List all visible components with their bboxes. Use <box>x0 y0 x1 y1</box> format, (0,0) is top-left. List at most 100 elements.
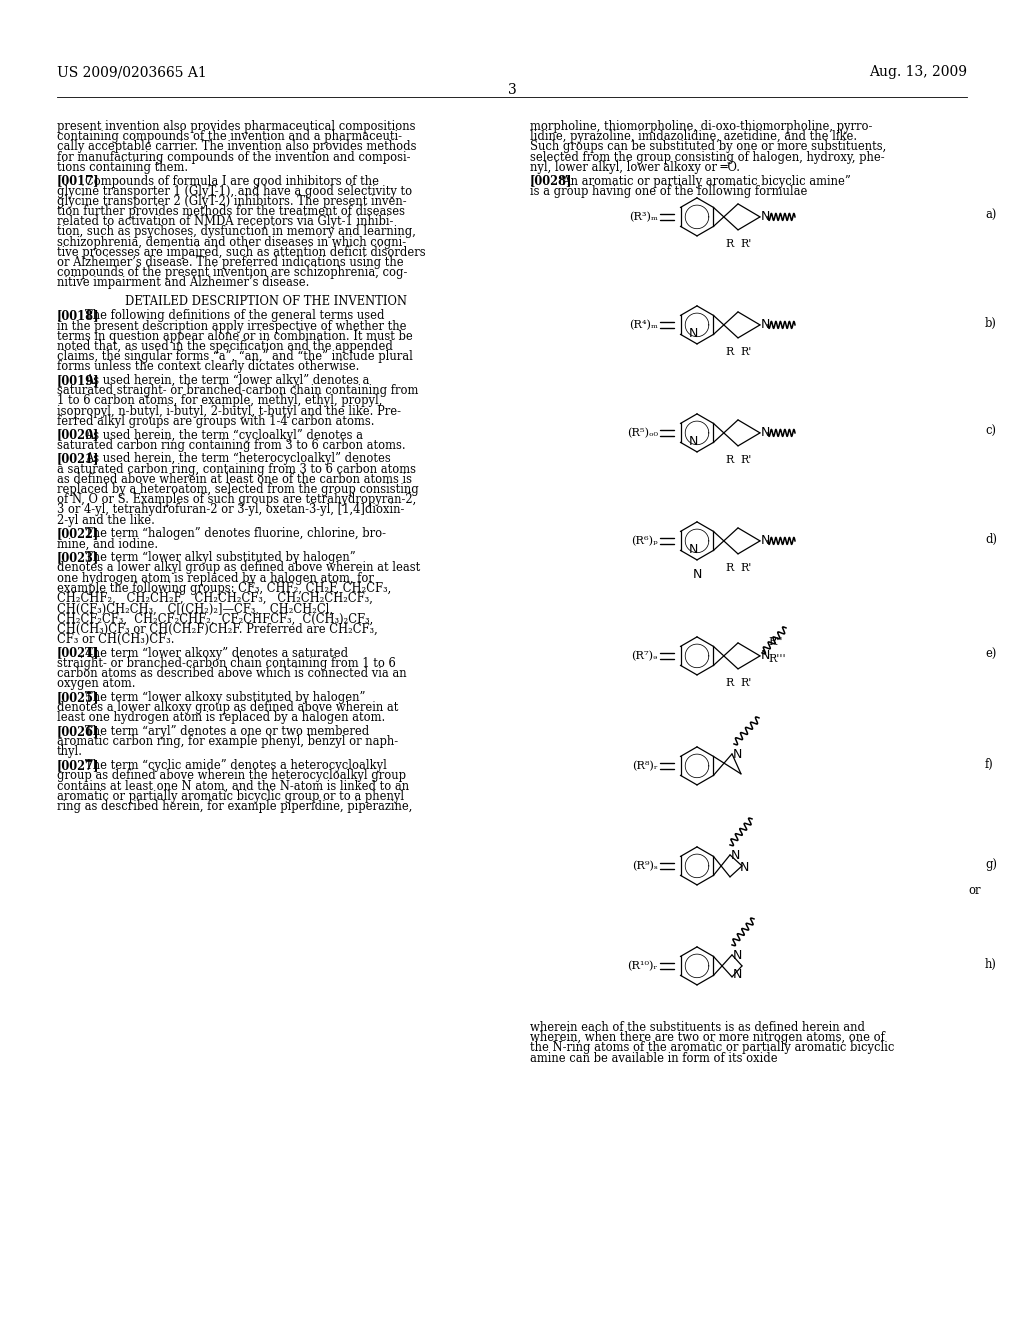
Text: N: N <box>740 862 750 874</box>
Text: cally acceptable carrier. The invention also provides methods: cally acceptable carrier. The invention … <box>57 140 417 153</box>
Text: R: R <box>726 455 734 465</box>
Text: (R⁷)ₔ: (R⁷)ₔ <box>632 651 658 661</box>
Text: [0018]: [0018] <box>57 309 99 322</box>
Text: R': R' <box>740 347 752 356</box>
Text: glycine transporter 1 (GlyT-1), and have a good selectivity to: glycine transporter 1 (GlyT-1), and have… <box>57 185 412 198</box>
Text: saturated straight- or branched-carbon chain containing from: saturated straight- or branched-carbon c… <box>57 384 419 397</box>
Text: R': R' <box>740 678 752 688</box>
Text: R: R <box>726 678 734 688</box>
Text: compounds of the present invention are schizophrenia, cog-: compounds of the present invention are s… <box>57 267 408 280</box>
Text: tion further provides methods for the treatment of diseases: tion further provides methods for the tr… <box>57 205 406 218</box>
Text: The term “lower alkoxy substituted by halogen”: The term “lower alkoxy substituted by ha… <box>85 690 365 704</box>
Text: (R⁶)ₚ: (R⁶)ₚ <box>631 536 658 546</box>
Text: N: N <box>688 543 698 556</box>
Text: The following definitions of the general terms used: The following definitions of the general… <box>85 309 384 322</box>
Text: nitive impairment and Alzheimer’s disease.: nitive impairment and Alzheimer’s diseas… <box>57 276 309 289</box>
Text: CH₂CF₂CF₃,  CH₂CF₂CHF₂,  CF₂CHFCF₃,  C(CH₃)₂CF₃,: CH₂CF₂CF₃, CH₂CF₂CHF₂, CF₂CHFCF₃, C(CH₃)… <box>57 612 374 626</box>
Text: ferred alkyl groups are groups with 1-4 carbon atoms.: ferred alkyl groups are groups with 1-4 … <box>57 414 375 428</box>
Text: isopropyl, n-butyl, i-butyl, 2-butyl, t-butyl and the like. Pre-: isopropyl, n-butyl, i-butyl, 2-butyl, t-… <box>57 405 401 417</box>
Text: related to activation of NMDA receptors via Glyt-1 inhibi-: related to activation of NMDA receptors … <box>57 215 393 228</box>
Text: The term “aryl” denotes a one or two membered: The term “aryl” denotes a one or two mem… <box>85 725 369 738</box>
Text: claims, the singular forms “a”, “an,” and “the” include plural: claims, the singular forms “a”, “an,” an… <box>57 350 413 363</box>
Text: [0017]: [0017] <box>57 174 99 187</box>
Text: the N-ring atoms of the aromatic or partially aromatic bicyclic: the N-ring atoms of the aromatic or part… <box>530 1041 894 1055</box>
Text: forms unless the context clearly dictates otherwise.: forms unless the context clearly dictate… <box>57 360 359 374</box>
Text: N: N <box>733 969 742 981</box>
Text: as defined above wherein at least one of the carbon atoms is: as defined above wherein at least one of… <box>57 473 412 486</box>
Text: [0023]: [0023] <box>57 552 99 564</box>
Text: The term “halogen” denotes fluorine, chlorine, bro-: The term “halogen” denotes fluorine, chl… <box>85 528 386 540</box>
Text: contains at least one N atom, and the N-atom is linked to an: contains at least one N atom, and the N-… <box>57 780 410 792</box>
Text: [0022]: [0022] <box>57 528 99 540</box>
Text: denotes a lower alkoxy group as defined above wherein at: denotes a lower alkoxy group as defined … <box>57 701 398 714</box>
Text: CF₃ or CH(CH₃)CF₃.: CF₃ or CH(CH₃)CF₃. <box>57 632 174 645</box>
Text: [0021]: [0021] <box>57 453 99 466</box>
Text: tions containing them.: tions containing them. <box>57 161 188 174</box>
Text: d): d) <box>985 533 997 546</box>
Text: c): c) <box>985 425 996 438</box>
Text: R': R' <box>740 562 752 573</box>
Text: amine can be available in form of its oxide: amine can be available in form of its ox… <box>530 1052 777 1064</box>
Text: h): h) <box>985 958 997 972</box>
Text: [0027]: [0027] <box>57 759 99 772</box>
Text: The term “lower alkoxy” denotes a saturated: The term “lower alkoxy” denotes a satura… <box>85 647 348 660</box>
Text: or: or <box>969 884 981 896</box>
Text: R: R <box>726 347 734 356</box>
Text: oxygen atom.: oxygen atom. <box>57 677 135 690</box>
Text: 3 or 4-yl, tetrahydrofuran-2 or 3-yl, oxetan-3-yl, [1,4]dioxin-: 3 or 4-yl, tetrahydrofuran-2 or 3-yl, ox… <box>57 503 404 516</box>
Text: example the following groups: CF₃, CHF₂, CH₂F, CH₂CF₃,: example the following groups: CF₃, CHF₂,… <box>57 582 391 595</box>
Text: R: R <box>726 562 734 573</box>
Text: replaced by a heteroatom, selected from the group consisting: replaced by a heteroatom, selected from … <box>57 483 419 496</box>
Text: N: N <box>761 318 770 331</box>
Text: [0028]: [0028] <box>530 174 572 187</box>
Text: Aug. 13, 2009: Aug. 13, 2009 <box>869 65 967 79</box>
Text: carbon atoms as described above which is connected via an: carbon atoms as described above which is… <box>57 667 407 680</box>
Text: ring as described herein, for example piperidine, piperazine,: ring as described herein, for example pi… <box>57 800 413 813</box>
Text: N: N <box>761 426 770 440</box>
Text: N: N <box>733 748 742 762</box>
Text: R: R <box>726 239 734 249</box>
Text: Compounds of formula I are good inhibitors of the: Compounds of formula I are good inhibito… <box>85 174 379 187</box>
Text: The term “lower alkyl substituted by halogen”: The term “lower alkyl substituted by hal… <box>85 552 355 564</box>
Text: one hydrogen atom is replaced by a halogen atom, for: one hydrogen atom is replaced by a halog… <box>57 572 374 585</box>
Text: morpholine, thiomorpholine, di-oxo-thiomorpholine, pyrro-: morpholine, thiomorpholine, di-oxo-thiom… <box>530 120 872 133</box>
Text: [0025]: [0025] <box>57 690 99 704</box>
Text: saturated carbon ring containing from 3 to 6 carbon atoms.: saturated carbon ring containing from 3 … <box>57 438 406 451</box>
Text: wherein, when there are two or more nitrogen atoms, one of: wherein, when there are two or more nitr… <box>530 1031 885 1044</box>
Text: The term “cyclic amide” denotes a heterocycloalkyl: The term “cyclic amide” denotes a hetero… <box>85 759 386 772</box>
Text: containing compounds of the invention and a pharmaceuti-: containing compounds of the invention an… <box>57 131 402 143</box>
Text: 2-yl and the like.: 2-yl and the like. <box>57 513 155 527</box>
Text: (R⁵)ₒ₀: (R⁵)ₒ₀ <box>627 428 658 438</box>
Text: aromatic carbon ring, for example phenyl, benzyl or naph-: aromatic carbon ring, for example phenyl… <box>57 735 398 748</box>
Text: tion, such as psychoses, dysfunction in memory and learning,: tion, such as psychoses, dysfunction in … <box>57 226 416 239</box>
Text: terms in question appear alone or in combination. It must be: terms in question appear alone or in com… <box>57 330 413 343</box>
Text: thyl.: thyl. <box>57 746 83 759</box>
Text: (R⁹)ₛ: (R⁹)ₛ <box>632 861 658 871</box>
Text: R': R' <box>740 455 752 465</box>
Text: nyl, lower alkyl, lower alkoxy or ═O.: nyl, lower alkyl, lower alkoxy or ═O. <box>530 161 740 174</box>
Text: R''': R''' <box>768 653 785 664</box>
Text: (R⁸)ᵣ: (R⁸)ᵣ <box>632 760 658 771</box>
Text: Such groups can be substituted by one or more substituents,: Such groups can be substituted by one or… <box>530 140 886 153</box>
Text: (R⁴)ₘ: (R⁴)ₘ <box>629 319 658 330</box>
Text: CH(CH₃)CF₃ or CH(CH₂F)CH₂F. Preferred are CH₂CF₃,: CH(CH₃)CF₃ or CH(CH₂F)CH₂F. Preferred ar… <box>57 623 378 636</box>
Text: wherein each of the substituents is as defined herein and: wherein each of the substituents is as d… <box>530 1020 865 1034</box>
Text: (R³)ₘ: (R³)ₘ <box>629 211 658 222</box>
Text: present invention also provides pharmaceutical compositions: present invention also provides pharmace… <box>57 120 416 133</box>
Text: N: N <box>731 849 740 862</box>
Text: in the present description apply irrespective of whether the: in the present description apply irrespe… <box>57 319 407 333</box>
Text: N: N <box>733 949 742 962</box>
Text: CH₂CHF₂,   CH₂CH₂F,   CH₂CH₂CF₃,   CH₂CH₂CH₂CF₃,: CH₂CHF₂, CH₂CH₂F, CH₂CH₂CF₃, CH₂CH₂CH₂CF… <box>57 593 373 605</box>
Text: [0026]: [0026] <box>57 725 99 738</box>
Text: of N, O or S. Examples of such groups are tetrahydropyran-2,: of N, O or S. Examples of such groups ar… <box>57 494 416 507</box>
Text: [0024]: [0024] <box>57 647 99 660</box>
Text: (R¹⁰)ᵣ: (R¹⁰)ᵣ <box>628 961 658 972</box>
Text: [0019]: [0019] <box>57 374 99 387</box>
Text: N: N <box>688 434 698 447</box>
Text: a): a) <box>985 209 996 222</box>
Text: As used herein, the term “cycloalkyl” denotes a: As used herein, the term “cycloalkyl” de… <box>85 429 362 442</box>
Text: group as defined above wherein the heterocycloalkyl group: group as defined above wherein the heter… <box>57 770 406 783</box>
Text: R'': R'' <box>768 636 782 647</box>
Text: noted that, as used in the specification and the appended: noted that, as used in the specification… <box>57 341 393 352</box>
Text: US 2009/0203665 A1: US 2009/0203665 A1 <box>57 65 207 79</box>
